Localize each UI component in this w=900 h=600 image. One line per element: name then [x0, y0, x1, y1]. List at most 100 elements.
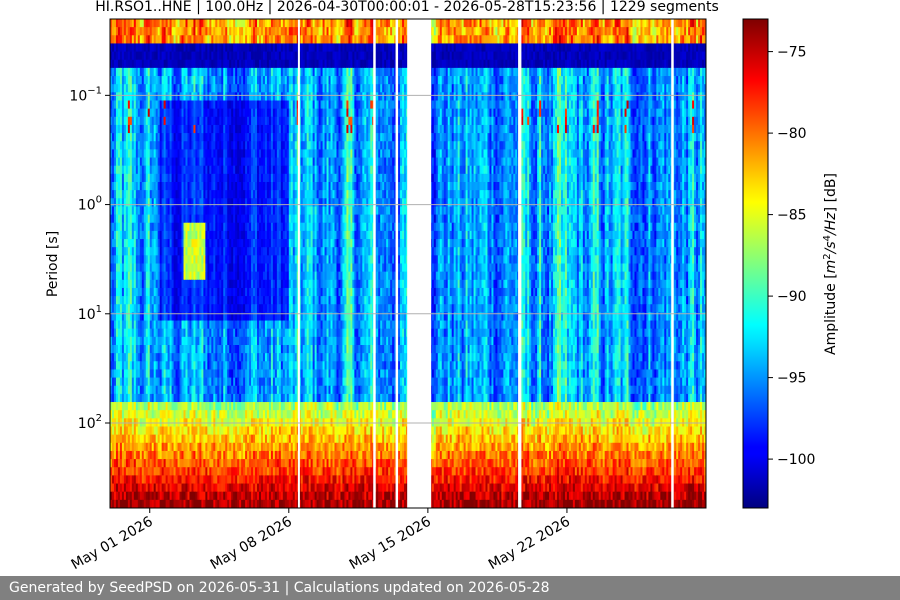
heat-cell: [133, 27, 137, 36]
heat-cell: [531, 76, 534, 85]
heat-cell: [300, 67, 304, 77]
heat-cell: [211, 124, 214, 134]
heat-cell: [501, 100, 504, 110]
heat-cell: [219, 92, 222, 102]
heat-cell: [702, 116, 705, 126]
heat-cell: [340, 19, 344, 28]
heat-cell: [602, 19, 606, 28]
heat-cell: [141, 100, 145, 110]
heat-cell: [560, 84, 564, 93]
heat-cell: [678, 116, 681, 126]
heat-cell: [251, 19, 254, 28]
heat-cell: [362, 51, 365, 61]
heat-cell: [624, 67, 628, 77]
heat-cell: [566, 19, 570, 28]
heat-cell: [586, 59, 590, 69]
heat-cell: [352, 19, 355, 28]
heat-cell: [384, 76, 387, 85]
heat-cell: [294, 43, 298, 53]
heat-cell: [310, 67, 314, 77]
heat-cell: [344, 108, 348, 118]
heat-cell: [300, 124, 304, 134]
heat-cell: [529, 92, 532, 102]
heat-cell: [119, 51, 123, 61]
heat-cell: [586, 43, 590, 53]
heat-cell: [121, 84, 125, 93]
heat-cell: [237, 108, 240, 118]
heat-cell: [159, 51, 163, 61]
heat-cell: [264, 76, 268, 85]
heat-cell: [350, 67, 353, 77]
heat-cell: [229, 76, 232, 85]
heat-cell: [229, 35, 232, 45]
heat-cell: [493, 108, 497, 118]
heat-cell: [678, 43, 681, 53]
heat-cell: [127, 100, 131, 110]
heat-cell: [119, 76, 123, 85]
heat-cell: [203, 67, 206, 77]
heat-cell: [461, 43, 465, 53]
heat-cell: [572, 27, 576, 36]
heat-cell: [684, 116, 687, 126]
heat-cell: [610, 43, 614, 53]
heat-cell: [598, 59, 602, 69]
heat-cell: [306, 27, 310, 36]
heat-cell: [314, 67, 318, 77]
heat-cell: [547, 100, 550, 110]
heat-cell: [384, 35, 387, 45]
heat-cell: [658, 43, 661, 53]
heat-cell: [215, 59, 218, 69]
heat-cell: [270, 84, 274, 93]
heat-cell: [634, 43, 638, 53]
heat-cell: [356, 51, 359, 61]
heat-cell: [171, 27, 175, 36]
heat-cell: [207, 92, 210, 102]
heat-cell: [302, 51, 306, 61]
heat-cell: [578, 76, 582, 85]
heat-cell: [227, 108, 230, 118]
heat-cell: [123, 35, 127, 45]
heat-cell: [684, 100, 687, 110]
heat-cell: [465, 51, 469, 61]
heat-cell: [602, 59, 606, 69]
heat-cell: [402, 84, 405, 93]
heat-cell: [562, 100, 566, 110]
heat-cell: [511, 100, 514, 110]
heat-cell: [322, 59, 326, 69]
heat-cell: [127, 84, 131, 93]
heat-cell: [231, 59, 234, 69]
heat-cell: [606, 76, 610, 85]
heat-cell: [362, 59, 365, 69]
heat-cell: [121, 76, 125, 85]
heat-cell: [646, 19, 649, 28]
heat-cell: [507, 51, 510, 61]
heat-cell: [531, 100, 534, 110]
heat-cell: [110, 124, 113, 134]
heat-cell: [286, 100, 290, 110]
heat-cell: [435, 51, 439, 61]
heat-cell: [588, 59, 592, 69]
heat-cell: [632, 27, 636, 36]
heat-cell: [678, 19, 681, 28]
heat-cell: [543, 35, 546, 45]
heat-cell: [340, 67, 344, 77]
heat-cell: [376, 43, 379, 53]
heat-cell: [233, 124, 236, 134]
heat-cell: [300, 51, 304, 61]
heat-cell: [356, 59, 359, 69]
heat-cell: [171, 124, 175, 134]
heat-cell: [330, 116, 334, 126]
heat-cell: [155, 108, 159, 118]
heat-cell: [570, 67, 574, 77]
heat-cell: [564, 76, 568, 85]
heat-cell: [455, 67, 459, 77]
heat-cell: [457, 35, 461, 45]
heat-cell: [634, 59, 638, 69]
heat-cell: [340, 100, 344, 110]
heat-cell: [223, 19, 226, 28]
heat-cell: [364, 35, 367, 45]
heat-cell: [304, 124, 308, 134]
heat-cell: [491, 92, 495, 102]
heat-cell: [626, 27, 630, 36]
heat-cell: [392, 100, 395, 110]
